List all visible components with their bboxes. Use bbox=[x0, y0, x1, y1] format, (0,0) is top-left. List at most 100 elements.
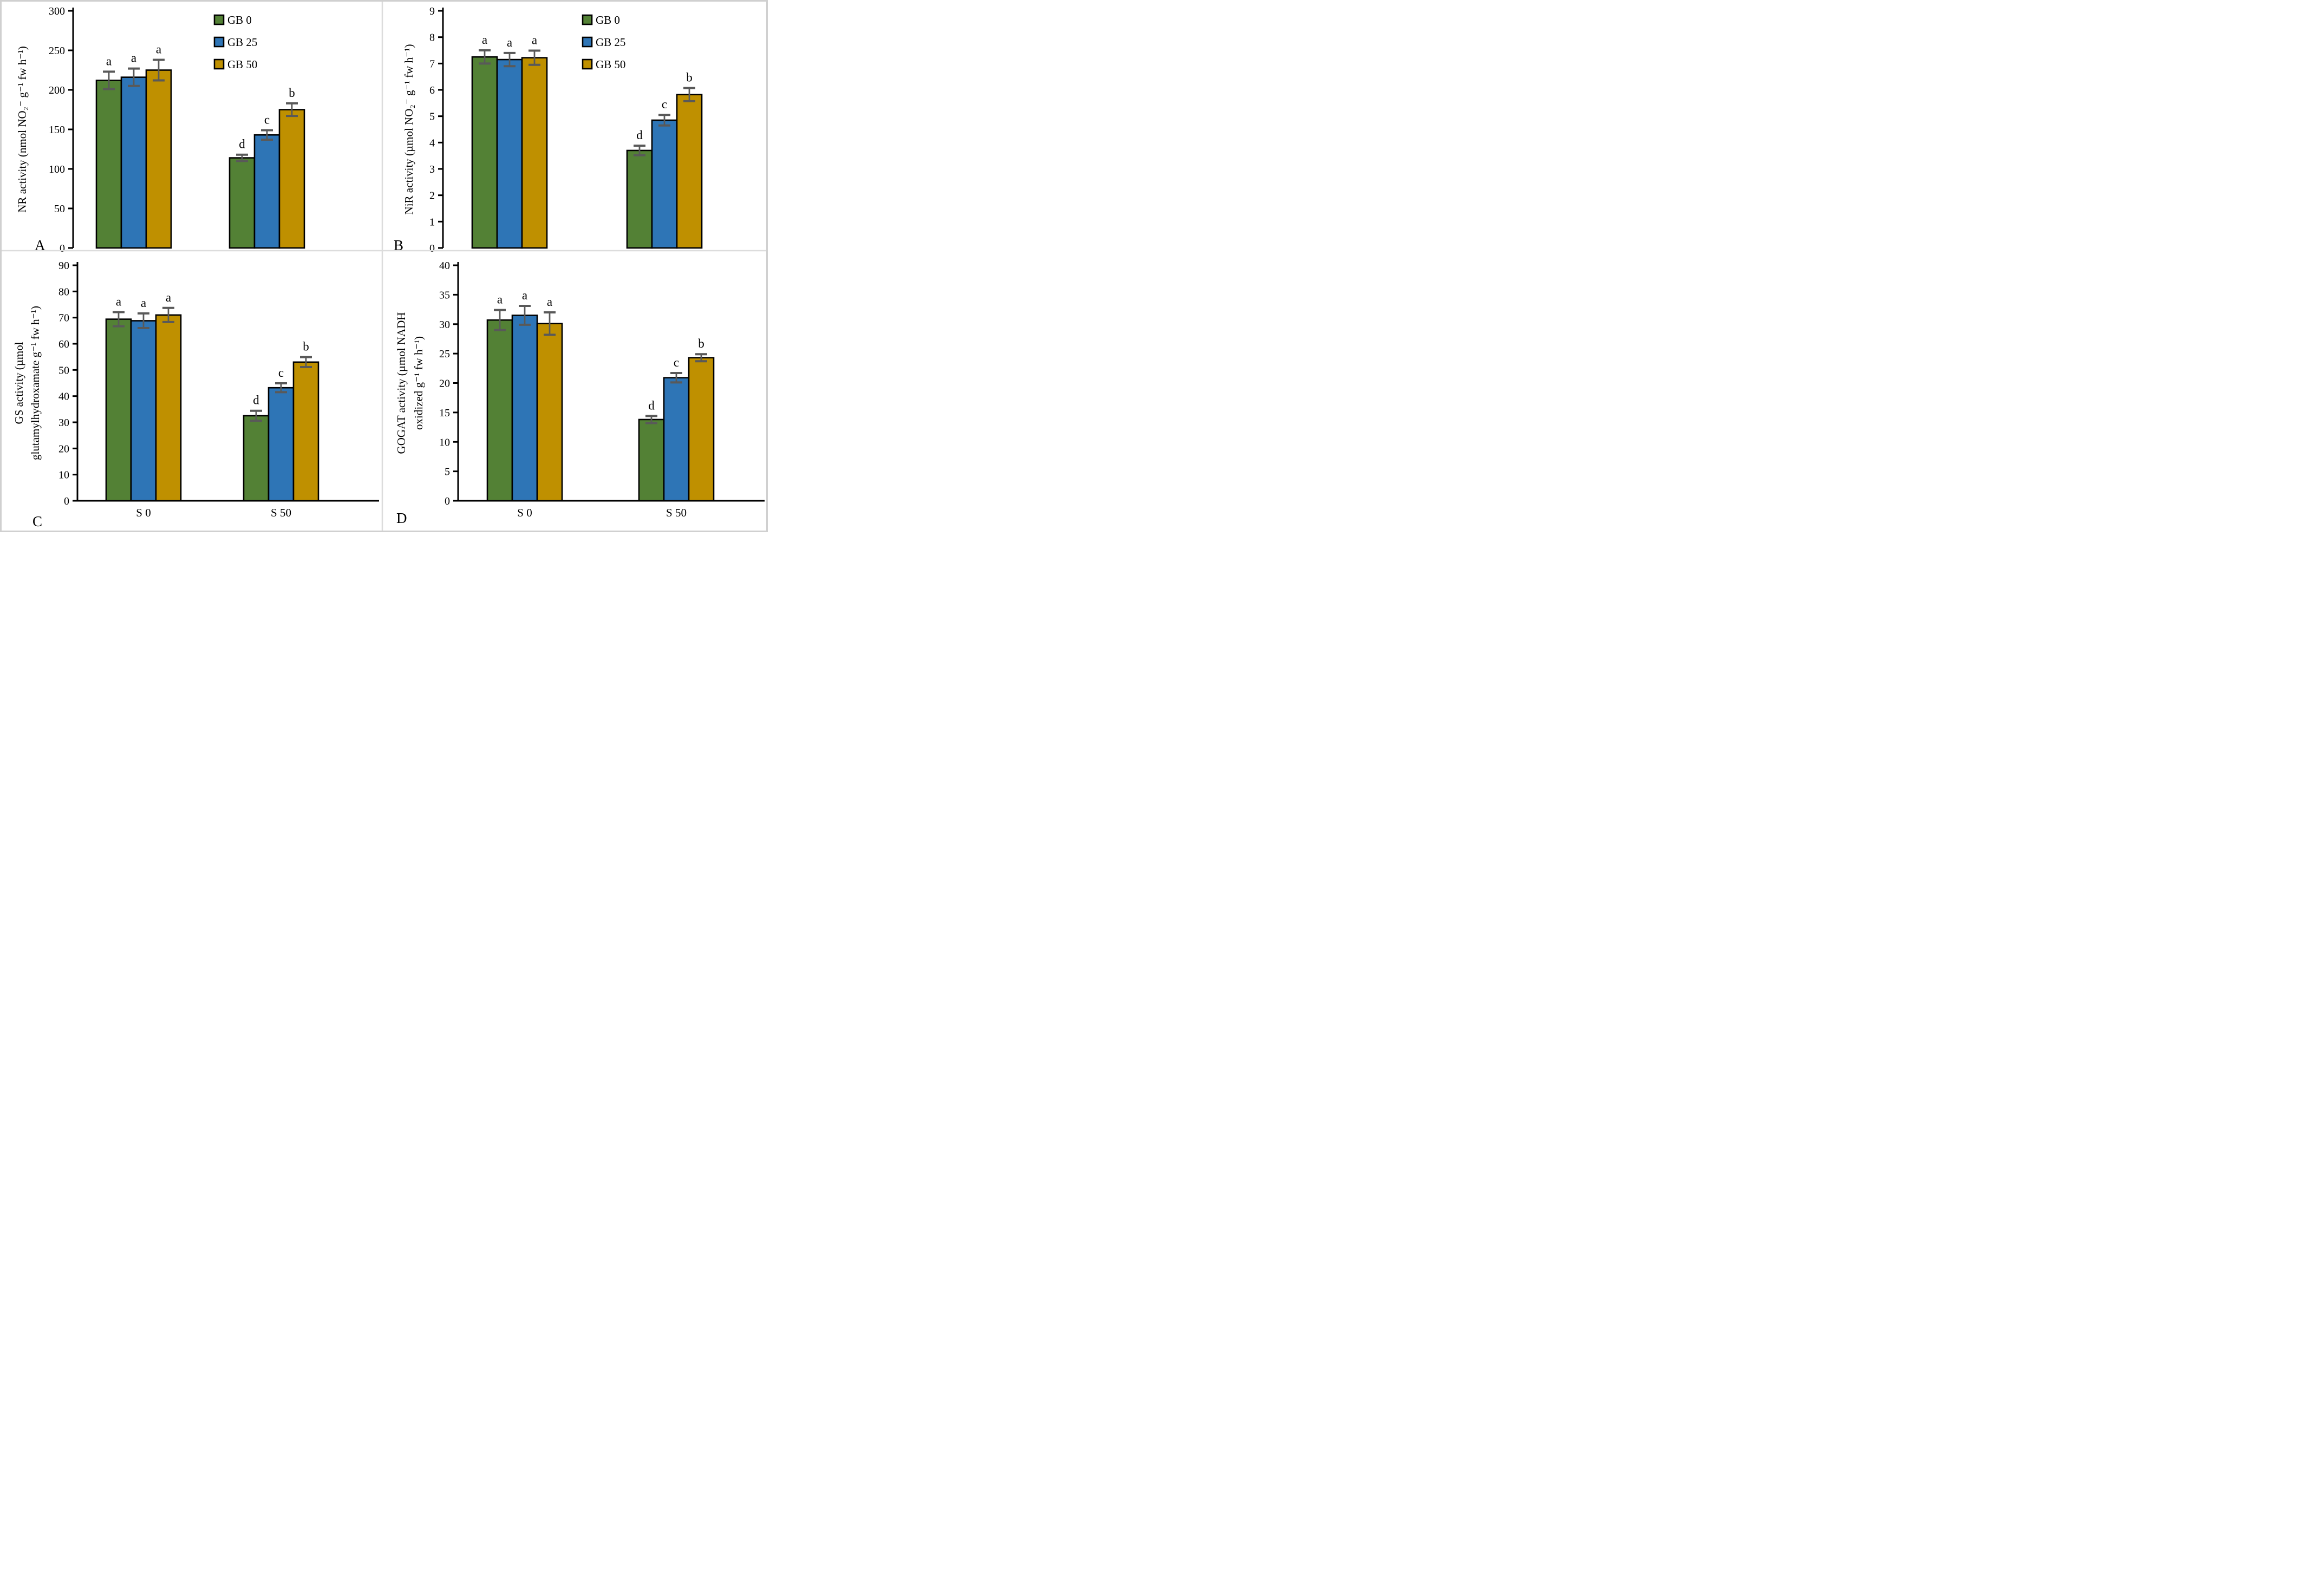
bar-gb0-s0 bbox=[486, 319, 513, 502]
significance-letter: d bbox=[648, 398, 655, 412]
bar-gb25-s0 bbox=[511, 315, 538, 502]
significance-letter: a bbox=[131, 51, 136, 65]
significance-letter: a bbox=[116, 295, 121, 309]
y-tick-label: 1 bbox=[429, 216, 435, 228]
legend-swatch-blue bbox=[213, 36, 225, 48]
bar-gb25-s0 bbox=[496, 58, 523, 249]
legend-label: GB 50 bbox=[596, 58, 625, 71]
bar-gb0-s0 bbox=[471, 56, 498, 249]
panel-letter: B bbox=[394, 237, 403, 253]
y-tick-label: 60 bbox=[58, 338, 69, 350]
y-tick-label: 30 bbox=[58, 417, 69, 429]
bar-gb25-s50 bbox=[268, 387, 295, 502]
significance-letter: b bbox=[698, 337, 704, 350]
significance-letter: c bbox=[264, 113, 270, 126]
significance-letter: b bbox=[303, 340, 309, 354]
significance-letter: a bbox=[507, 36, 512, 49]
y-axis-label: NiR activity (µmol NO₂⁻ g⁻¹ fw h⁻¹) bbox=[402, 44, 415, 215]
y-tick-label: 6 bbox=[429, 84, 435, 96]
y-tick-label: 10 bbox=[58, 469, 69, 481]
y-tick-label: 35 bbox=[439, 289, 450, 301]
bar-gb50-s0 bbox=[145, 69, 172, 249]
y-axis-label: glutamylhydroxamate g⁻¹ fw h⁻¹) bbox=[29, 306, 42, 460]
significance-letter: b bbox=[289, 86, 295, 100]
y-tick-label: 70 bbox=[58, 312, 69, 324]
y-tick-label: 40 bbox=[58, 391, 69, 403]
significance-letter: c bbox=[674, 356, 679, 369]
y-tick-label: 0 bbox=[64, 495, 69, 507]
y-tick-label: 20 bbox=[439, 378, 450, 390]
legend-label: GB 50 bbox=[227, 58, 257, 71]
y-axis-label: GOGAT activity (µmol NADH bbox=[395, 312, 408, 454]
y-tick-label: 50 bbox=[54, 203, 65, 215]
y-tick-label: 4 bbox=[429, 137, 435, 149]
legend-label: GB 25 bbox=[227, 36, 257, 49]
y-tick-label: 0 bbox=[445, 495, 450, 507]
legend-label: GB 0 bbox=[596, 14, 620, 27]
bar-gb0-s50 bbox=[638, 418, 665, 502]
panel-letter: C bbox=[32, 513, 42, 529]
bar-gb25-s50 bbox=[663, 377, 690, 502]
bar-gb50-s50 bbox=[676, 94, 703, 249]
y-tick-label: 250 bbox=[49, 45, 65, 57]
bar-gb25-s50 bbox=[253, 134, 280, 249]
significance-letter: a bbox=[532, 33, 537, 47]
y-tick-label: 200 bbox=[49, 84, 65, 96]
y-tick-label: 0 bbox=[60, 243, 65, 254]
y-tick-label: 5 bbox=[429, 111, 435, 123]
significance-letter: a bbox=[106, 54, 112, 68]
y-tick-label: 15 bbox=[439, 407, 450, 419]
bar-gb0-s50 bbox=[229, 157, 256, 249]
y-tick-label: 7 bbox=[429, 58, 435, 70]
legend-swatch-gold bbox=[213, 58, 225, 70]
panel-letter: A bbox=[35, 237, 45, 253]
y-tick-label: 80 bbox=[58, 286, 69, 298]
y-tick-label: 150 bbox=[49, 124, 65, 136]
significance-letter: a bbox=[522, 289, 527, 302]
significance-letter: a bbox=[166, 291, 171, 304]
legend-label: GB 25 bbox=[596, 36, 625, 49]
bar-gb50-s50 bbox=[278, 109, 305, 249]
legend-swatch-green bbox=[582, 14, 593, 25]
significance-letter: a bbox=[497, 293, 503, 306]
significance-letter: d bbox=[253, 394, 259, 407]
panel-b: 0 1 2 3 4 5 6 7 8 9 NiR activity (µmol NO₂⁻ g⁻¹ fw… bbox=[394, 5, 703, 254]
bar-gb50-s50 bbox=[688, 357, 715, 502]
x-tick-label: S 50 bbox=[271, 506, 291, 519]
significance-letter: a bbox=[482, 33, 487, 47]
panel-letter: D bbox=[396, 510, 407, 526]
legend-swatch-green bbox=[213, 14, 225, 25]
y-tick-label: 25 bbox=[439, 348, 450, 360]
significance-letter: a bbox=[141, 296, 146, 310]
y-tick-label: 50 bbox=[58, 364, 69, 376]
x-tick-label: S 0 bbox=[136, 506, 151, 519]
bar-gb0-s0 bbox=[105, 318, 132, 502]
significance-letter: d bbox=[239, 138, 245, 151]
bar-gb0-s0 bbox=[95, 80, 122, 249]
bar-gb25-s0 bbox=[130, 320, 157, 502]
significance-letter: b bbox=[686, 71, 693, 84]
y-tick-label: 30 bbox=[439, 319, 450, 331]
y-tick-label: 8 bbox=[429, 32, 435, 44]
bar-gb25-s0 bbox=[120, 76, 147, 249]
y-tick-label: 90 bbox=[58, 260, 69, 272]
y-tick-label: 5 bbox=[445, 466, 450, 478]
significance-letter: c bbox=[662, 97, 667, 111]
significance-letter: c bbox=[278, 366, 284, 380]
y-axis-label: NR activity (nmol NO₂⁻ g⁻¹ fw h⁻¹) bbox=[16, 46, 29, 212]
panel-d: 0 5 10 15 20 25 30 35 40 GOGAT activity (µmol NAD… bbox=[395, 260, 765, 526]
significance-letter: d bbox=[636, 128, 643, 142]
significance-letter: a bbox=[547, 295, 552, 309]
x-tick-label: S 50 bbox=[666, 506, 687, 519]
bar-gb50-s0 bbox=[521, 57, 548, 249]
y-axis-label: GS activity (µmol bbox=[12, 342, 25, 424]
y-tick-label: 10 bbox=[439, 436, 450, 448]
y-tick-label: 2 bbox=[429, 190, 435, 202]
y-tick-label: 20 bbox=[58, 443, 69, 455]
significance-letter: a bbox=[156, 43, 161, 56]
y-tick-label: 40 bbox=[439, 260, 450, 272]
y-tick-label: 9 bbox=[429, 5, 435, 17]
legend-swatch-blue bbox=[582, 36, 593, 48]
bar-gb50-s0 bbox=[155, 314, 182, 502]
